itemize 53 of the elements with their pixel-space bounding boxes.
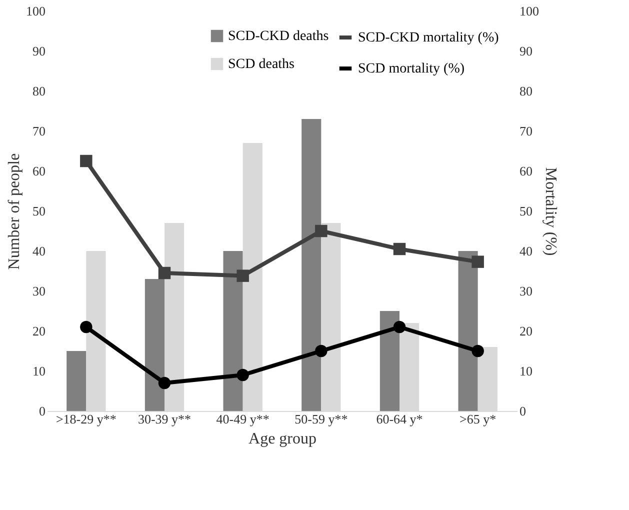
bar: [458, 251, 478, 411]
x-tick-label: 50-59 y**: [294, 412, 348, 426]
y2-tick-label: 60: [520, 164, 532, 178]
y2-tick-label: 100: [520, 4, 539, 18]
x-axis-title: Age group: [248, 430, 316, 448]
y-tick-label: 70: [32, 124, 46, 138]
point: [236, 368, 249, 382]
point: [315, 344, 328, 358]
legend-label: SCD-CKD mortality (%): [358, 30, 500, 46]
point: [393, 242, 406, 256]
x-tick-label: 60-64 y*: [376, 412, 423, 426]
y-tick-label: 90: [32, 44, 46, 58]
point: [236, 270, 249, 282]
y-tick-label: 60: [32, 164, 46, 178]
y2-tick-label: 30: [520, 284, 532, 298]
y-tick-label: 50: [32, 204, 46, 218]
y-tick-label: 100: [26, 4, 46, 18]
y2-tick-label: 90: [520, 44, 532, 58]
y-tick-label: 30: [32, 284, 46, 298]
y2-tick-label: 40: [520, 244, 532, 258]
point: [472, 344, 484, 358]
point: [315, 224, 328, 238]
bar: [380, 311, 400, 411]
point: [158, 266, 171, 280]
y2-tick-label: 0: [520, 404, 526, 418]
legend-label: SCD mortality (%): [358, 62, 465, 76]
point: [158, 376, 171, 390]
bar: [144, 279, 164, 411]
y-tick-label: 0: [39, 404, 46, 418]
y-tick-label: 80: [32, 84, 46, 98]
x-tick-label: 40-49 y**: [216, 412, 270, 426]
point: [472, 256, 484, 268]
bar: [223, 251, 243, 411]
y2-tick-label: 10: [520, 364, 532, 378]
y-tick-label: 10: [32, 364, 46, 378]
y-tick-label: 40: [32, 244, 46, 258]
y2-tick-label: 80: [520, 84, 532, 98]
point: [80, 154, 92, 168]
y2-axis-title: Mortality (%): [542, 167, 559, 256]
x-tick-label: >65 y*: [460, 412, 496, 426]
point: [80, 320, 92, 334]
bar: [302, 119, 322, 411]
bar: [66, 351, 86, 411]
point: [393, 320, 406, 334]
y2-tick-label: 70: [520, 124, 532, 138]
y-tick-label: 20: [32, 324, 46, 338]
x-tick-label: 30-39 y**: [138, 412, 192, 426]
legend-label: SCD deaths: [228, 57, 294, 72]
y2-tick-label: 20: [520, 324, 532, 338]
x-tick-label: >18-29 y**: [56, 412, 116, 426]
y2-tick-label: 50: [520, 204, 532, 218]
y-axis-title: Number of people: [6, 153, 23, 270]
legend-label: SCD-CKD deaths: [228, 29, 329, 44]
